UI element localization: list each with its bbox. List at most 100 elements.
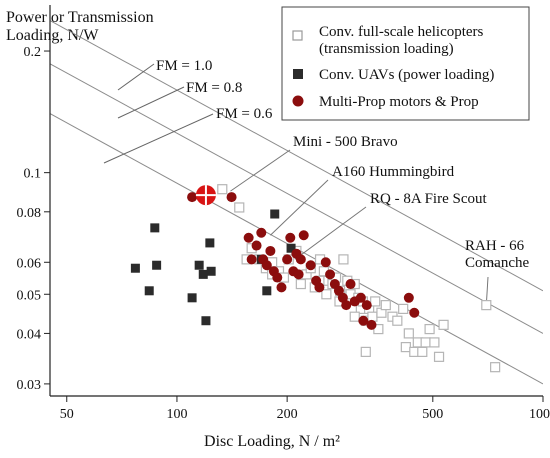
x-tick-label: 200 <box>277 407 298 422</box>
helicopter-point <box>429 337 440 348</box>
uav-point <box>144 286 154 296</box>
x-tick-label: 500 <box>422 407 443 422</box>
helicopter-point <box>234 202 245 213</box>
multiprop-point <box>272 272 283 283</box>
annotation-label: RQ - 8A Fire Scout <box>370 191 488 207</box>
multiprop-point <box>187 192 198 203</box>
y-axis-title-line-2: Loading, N/W <box>6 27 99 44</box>
fm-label-leader <box>103 113 214 164</box>
y-tick-label: 0.2 <box>24 45 42 60</box>
multiprop-point <box>358 315 369 326</box>
helicopter-point <box>217 184 228 195</box>
annotation-label: Comanche <box>465 255 529 271</box>
fm-label: FM = 0.6 <box>216 106 273 122</box>
legend-marker-uavs <box>293 69 303 79</box>
uav-point <box>206 266 216 276</box>
multiprop-point <box>314 282 325 293</box>
legend-marker-multiprop <box>292 95 304 107</box>
legend-label-helicopters-line-1: Conv. full-scale helicopters <box>319 24 484 40</box>
uav-point <box>152 260 162 270</box>
multiprop-point <box>282 254 293 265</box>
helicopter-point <box>295 278 306 290</box>
legend-label-multiprop: Multi-Prop motors & Prop <box>319 94 479 110</box>
x-tick-label: 100 <box>166 407 187 422</box>
annotation-leader <box>294 206 367 260</box>
y-tick-label: 0.03 <box>17 378 42 393</box>
multiprop-point <box>361 300 372 311</box>
helicopter-point <box>349 311 360 322</box>
uav-point <box>187 293 197 303</box>
helicopter-point <box>380 300 391 311</box>
x-axis-title: Disc Loading, N / m² <box>204 433 340 450</box>
helicopter-point <box>398 303 409 314</box>
multiprop-point <box>256 227 267 238</box>
helicopter-point <box>433 351 445 362</box>
multiprop-point <box>298 230 309 241</box>
fm-labels-layer: FM = 1.0 FM = 0.8 FM = 0.6 <box>103 58 273 164</box>
helicopter-point <box>392 315 403 326</box>
multiprop-point <box>320 257 331 268</box>
multiprop-point <box>325 269 336 280</box>
multiprop-point <box>226 192 237 203</box>
multiprop-point <box>366 319 377 330</box>
x-tick-label: 50 <box>60 407 74 422</box>
fm-line-1 <box>50 63 543 334</box>
fm-label: FM = 1.0 <box>156 58 212 74</box>
y-tick-label: 0.1 <box>24 167 42 182</box>
helicopter-point <box>417 346 428 358</box>
uav-point <box>194 260 204 270</box>
helicopter-point <box>403 328 414 339</box>
uav-point <box>130 263 140 273</box>
multiprop-point <box>305 260 316 271</box>
helicopter-point <box>367 311 378 322</box>
helicopter-point <box>424 323 435 335</box>
annotation-leader <box>230 149 291 192</box>
helicopter-point <box>400 341 411 353</box>
multiprop-point <box>243 232 254 243</box>
helicopter-point <box>338 254 349 265</box>
uav-point <box>262 286 272 296</box>
multiprop-point <box>355 292 366 303</box>
multiprop-point <box>246 254 257 265</box>
uav-point <box>286 243 296 253</box>
uav-point <box>201 316 211 326</box>
y-tick-label: 0.08 <box>17 206 42 221</box>
legend: Conv. full-scale helicopters (transmissi… <box>281 6 530 121</box>
annotation-labels-layer: Mini - 500 Bravo A160 Hummingbird RQ - 8A … <box>293 134 529 271</box>
data-points-layer <box>130 184 501 373</box>
multiprop-point <box>345 279 356 290</box>
multiprop-point <box>265 245 276 256</box>
annotation-label: RAH - 66 <box>465 238 525 254</box>
uav-point <box>198 269 208 279</box>
multiprop-point <box>293 269 304 280</box>
multiprop-point <box>276 282 287 293</box>
y-tick-label: 0.05 <box>17 288 42 303</box>
helicopter-point <box>360 346 371 358</box>
fm-line-0 <box>50 20 543 292</box>
y-axis-ticks: 0.03 0.04 0.05 0.06 0.08 0.1 0.2 <box>17 45 50 393</box>
helicopter-point <box>490 362 501 373</box>
multiprop-point <box>403 292 414 303</box>
helicopter-point <box>321 289 332 300</box>
helicopter-point <box>370 296 381 307</box>
legend-label-uavs: Conv. UAVs (power loading) <box>319 67 494 83</box>
uav-point <box>205 238 215 248</box>
multiprop-point <box>251 240 262 251</box>
annotation-label: Mini - 500 Bravo <box>293 134 398 150</box>
helicopter-point <box>481 300 492 311</box>
y-tick-label: 0.06 <box>17 256 42 271</box>
annotation-leaders-layer <box>230 149 489 306</box>
fm-label: FM = 0.8 <box>186 80 242 96</box>
fm-label-leader <box>117 86 185 119</box>
helicopter-point <box>420 337 431 348</box>
helicopter-point <box>438 319 449 330</box>
multiprop-point <box>341 300 352 311</box>
annotation-leader <box>270 179 329 236</box>
uav-point <box>150 223 160 233</box>
legend-marker-helicopters <box>292 30 303 41</box>
y-axis-title-line-1: Power or Transmission <box>6 9 154 26</box>
axes-frame <box>49 5 543 397</box>
y-tick-label: 0.04 <box>17 327 42 342</box>
